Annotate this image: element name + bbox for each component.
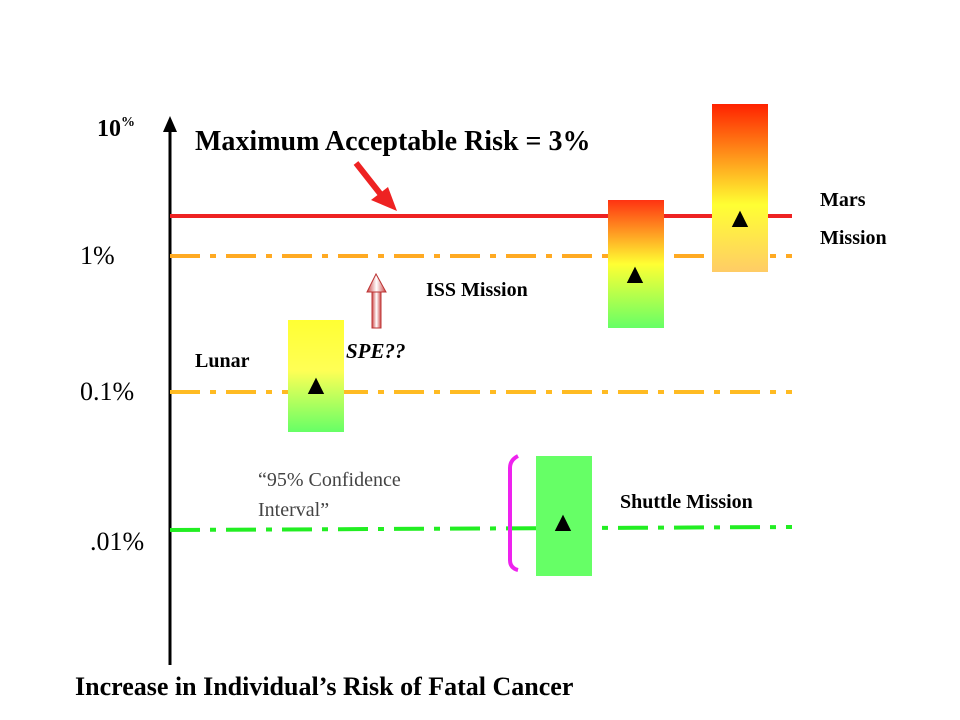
iss-label: ISS Mission	[426, 279, 528, 301]
mars-marker: ▲	[726, 203, 754, 234]
iss-marker: ▲	[621, 259, 649, 290]
x-axis-label: Increase in Individual’s Risk of Fatal C…	[75, 672, 573, 701]
lunar-marker: ▲	[302, 370, 330, 401]
tick-label-0.01pct: .01%	[90, 527, 144, 556]
confidence-label-line1: “95% Confidence	[258, 469, 401, 491]
tick-label-0.1pct: 0.1%	[80, 377, 134, 406]
ref-line-0.01pct	[169, 525, 793, 532]
max-risk-pointer-arrowhead	[371, 187, 397, 211]
y-axis-arrowhead	[163, 116, 177, 132]
mars-label-line1: Mars	[820, 189, 866, 211]
spe-label: SPE??	[346, 339, 406, 363]
tick-label-10pct: 10%	[97, 115, 135, 142]
mars-range-bar	[712, 104, 768, 272]
chart-title: Maximum Acceptable Risk = 3%	[195, 126, 591, 157]
lunar-range-bar	[288, 320, 344, 432]
shuttle-marker: ▲	[549, 507, 577, 538]
mars-label-line2: Mission	[820, 227, 887, 249]
confidence-label-line2: Interval”	[258, 499, 329, 521]
spe-arrow-shaft	[371, 289, 382, 329]
shuttle-label: Shuttle Mission	[620, 491, 753, 513]
shuttle-range-bar	[536, 456, 592, 576]
confidence-bracket	[508, 454, 519, 572]
tick-label-1pct: 1%	[80, 241, 115, 270]
max-risk-pointer-arrow	[353, 161, 385, 198]
iss-range-bar	[608, 200, 664, 328]
lunar-label: Lunar	[195, 350, 250, 372]
spe-arrow-head	[366, 272, 387, 293]
